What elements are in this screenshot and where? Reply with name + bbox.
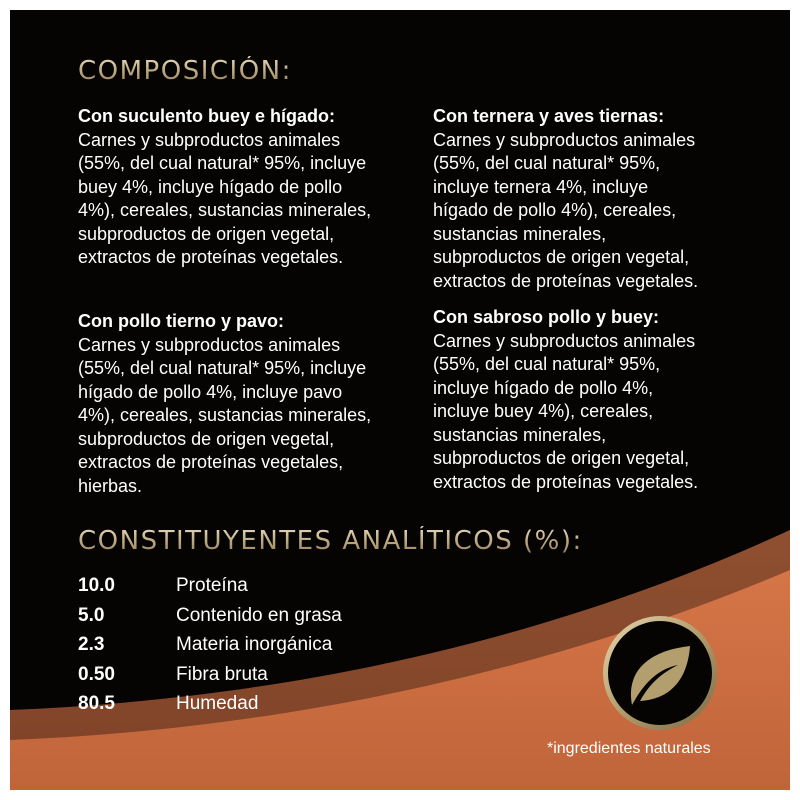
block-line: 4%), cereales, sustancias minerales, <box>78 200 372 220</box>
block-line: Carnes y subproductos animales <box>433 129 696 150</box>
row-label: Fibra bruta <box>176 663 268 685</box>
block-line: subproductos de origen vegetal, <box>433 448 690 468</box>
block-line: extractos de proteínas vegetales, <box>78 452 344 472</box>
analytical-row: 5.0 Contenido en grasa <box>78 601 342 631</box>
composition-block-buey-higado: Con suculento buey e hígado: Carnes y su… <box>78 105 371 270</box>
block-line: 4%), cereales, sustancias minerales, <box>78 405 372 425</box>
row-label: Humedad <box>176 693 259 714</box>
block-line: hierbas. <box>78 475 143 496</box>
row-value: 10.0 <box>78 575 115 596</box>
composition-block-ternera-aves: Con ternera y aves tiernas: Carnes y sub… <box>433 105 698 293</box>
block-line: extractos de proteínas vegetales. <box>433 471 699 492</box>
footnote: *ingredientes naturales <box>547 740 711 757</box>
block-line: (55%, del cual natural* 95%, <box>433 153 661 173</box>
block-line: buey 4%, incluye hígado de pollo <box>78 176 343 197</box>
block-title: Con ternera y aves tiernas: <box>433 106 665 126</box>
row-label: Materia inorgánica <box>176 634 333 655</box>
block-line: hígado de pollo 4%, incluye pavo <box>78 381 343 402</box>
block-line: sustancias minerales, <box>433 424 607 445</box>
block-line: incluye buey 4%), cereales, <box>433 401 654 421</box>
analytical-row: 80.5 Humedad <box>78 689 342 719</box>
composition-block-pollo-buey: Con sabroso pollo y buey: Carnes y subpr… <box>433 306 698 494</box>
analytical-table: 10.0 Proteína 5.0 Contenido en grasa 2.3 Ma… <box>78 571 342 719</box>
block-line: Carnes y subproductos animales <box>78 334 341 355</box>
analytical-row: 2.3 Materia inorgánica <box>78 630 342 660</box>
row-value: 0.50 <box>78 663 115 685</box>
row-label: Contenido en grasa <box>176 604 342 626</box>
block-title: Con sabroso pollo y buey: <box>433 307 660 327</box>
row-value: 80.5 <box>78 693 115 714</box>
composition-heading: COMPOSICIÓN: <box>78 56 292 86</box>
block-line: extractos de proteínas vegetales. <box>78 247 344 267</box>
row-value: 5.0 <box>78 604 105 626</box>
block-line: incluye ternera 4%, incluye <box>433 176 649 197</box>
label-panel: COMPOSICIÓN: Con suculento buey e hígado… <box>10 10 790 790</box>
block-line: Carnes y subproductos animales <box>433 330 696 351</box>
block-line: Carnes y subproductos animales <box>78 129 341 150</box>
analytical-heading: CONSTITUYENTES ANALÍTICOS (%): <box>78 526 583 556</box>
block-title: Con pollo tierno y pavo: <box>78 311 284 331</box>
block-line: (55%, del cual natural* 95%, incluye <box>78 358 367 378</box>
block-line: subproductos de origen vegetal, <box>78 428 335 449</box>
block-line: hígado de pollo 4%), cereales, <box>433 200 677 220</box>
block-line: (55%, del cual natural* 95%, <box>433 354 661 374</box>
block-line: sustancias minerales, <box>433 223 607 244</box>
block-line: incluye hígado de pollo 4%, <box>433 377 654 398</box>
orange-wave-background <box>10 530 790 790</box>
block-line: subproductos de origen vegetal, <box>433 247 690 267</box>
leaf-icon <box>603 616 717 730</box>
composition-block-pollo-pavo: Con pollo tierno y pavo: Carnes y subpro… <box>78 310 371 498</box>
analytical-row: 0.50 Fibra bruta <box>78 660 342 690</box>
analytical-row: 10.0 Proteína <box>78 571 342 601</box>
row-value: 2.3 <box>78 634 105 655</box>
block-title: Con suculento buey e hígado: <box>78 106 336 126</box>
block-line: (55%, del cual natural* 95%, incluye <box>78 153 367 173</box>
block-line: extractos de proteínas vegetales. <box>433 270 699 291</box>
row-label: Proteína <box>176 575 248 596</box>
block-line: subproductos de origen vegetal, <box>78 223 335 244</box>
